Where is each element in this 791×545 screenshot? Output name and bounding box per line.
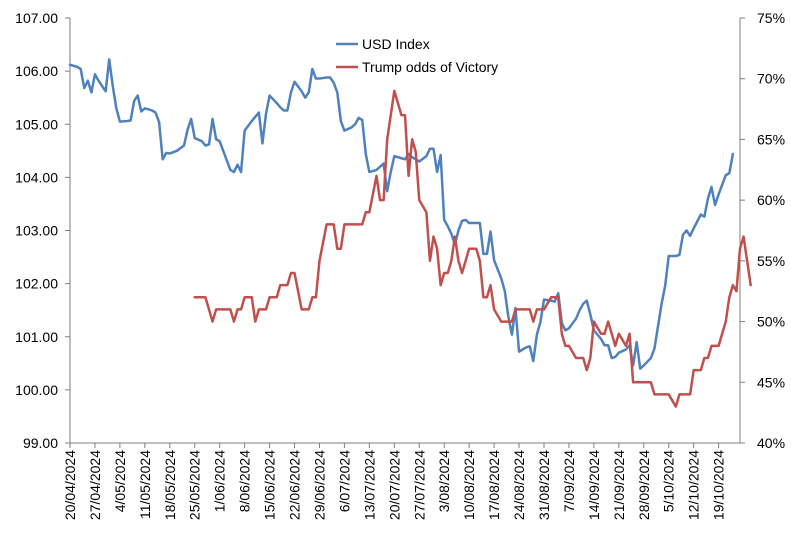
legend: USD Index Trump odds of Victory [336,36,498,75]
x-tick-label: 28/09/2024 [636,450,652,520]
left-tick-label: 103.00 [15,223,58,239]
x-tick-label: 14/09/2024 [586,450,602,520]
x-tick-label: 7/09/2024 [561,450,577,512]
right-tick-label: 70% [757,71,785,87]
left-tick-label: 101.00 [15,329,58,345]
left-tick-label: 105.00 [15,116,58,132]
legend-label-usd-index: USD Index [362,36,430,52]
right-tick-label: 40% [757,435,785,451]
x-tick-label: 8/06/2024 [237,450,253,512]
x-tick-label: 5/10/2024 [661,450,677,512]
x-tick-label: 3/08/2024 [436,450,452,512]
left-tick-label: 100.00 [15,382,58,398]
x-tick-label: 19/10/2024 [711,450,727,520]
x-tick-label: 24/08/2024 [511,450,527,520]
x-tick-label: 22/06/2024 [287,450,303,520]
left-tick-label: 102.00 [15,276,58,292]
right-tick-label: 50% [757,314,785,330]
x-tick-label: 18/05/2024 [162,450,178,520]
legend-label-trump-odds: Trump odds of Victory [362,59,498,75]
left-tick-label: 99.00 [23,435,58,451]
x-tick-label: 17/08/2024 [486,450,502,520]
x-tick-label: 31/08/2024 [536,450,552,520]
right-tick-label: 60% [757,192,785,208]
left-tick-label: 106.00 [15,63,58,79]
right-tick-label: 45% [757,374,785,390]
x-tick-label: 4/05/2024 [112,450,128,512]
right-tick-label: 75% [757,10,785,26]
x-tick-label: 29/06/2024 [311,450,327,520]
series-line-trump-odds [193,89,752,408]
x-tick-label: 13/07/2024 [361,450,377,520]
x-tick-label: 20/07/2024 [386,450,402,520]
x-tick-label: 25/05/2024 [187,450,203,520]
right-tick-label: 55% [757,253,785,269]
x-tick-label: 27/04/2024 [87,450,103,520]
x-tick-label: 10/08/2024 [461,450,477,520]
x-tick-label: 15/06/2024 [262,450,278,520]
left-tick-label: 107.00 [15,10,58,26]
x-tick-label: 12/10/2024 [686,450,702,520]
x-tick-label: 1/06/2024 [212,450,228,512]
x-tick-label: 20/04/2024 [62,450,78,520]
right-tick-label: 65% [757,131,785,147]
axes: 99.00 100.00 101.00 102.00 103.00 104.00 105.0… [15,10,785,520]
x-tick-label: 11/05/2024 [137,450,153,519]
series-line-usd-index [68,58,735,370]
series-lines [68,58,752,408]
left-tick-label: 104.00 [15,169,58,185]
x-tick-label: 6/07/2024 [336,450,352,512]
x-tick-label: 21/09/2024 [611,450,627,520]
x-tick-label: 27/07/2024 [411,450,427,520]
